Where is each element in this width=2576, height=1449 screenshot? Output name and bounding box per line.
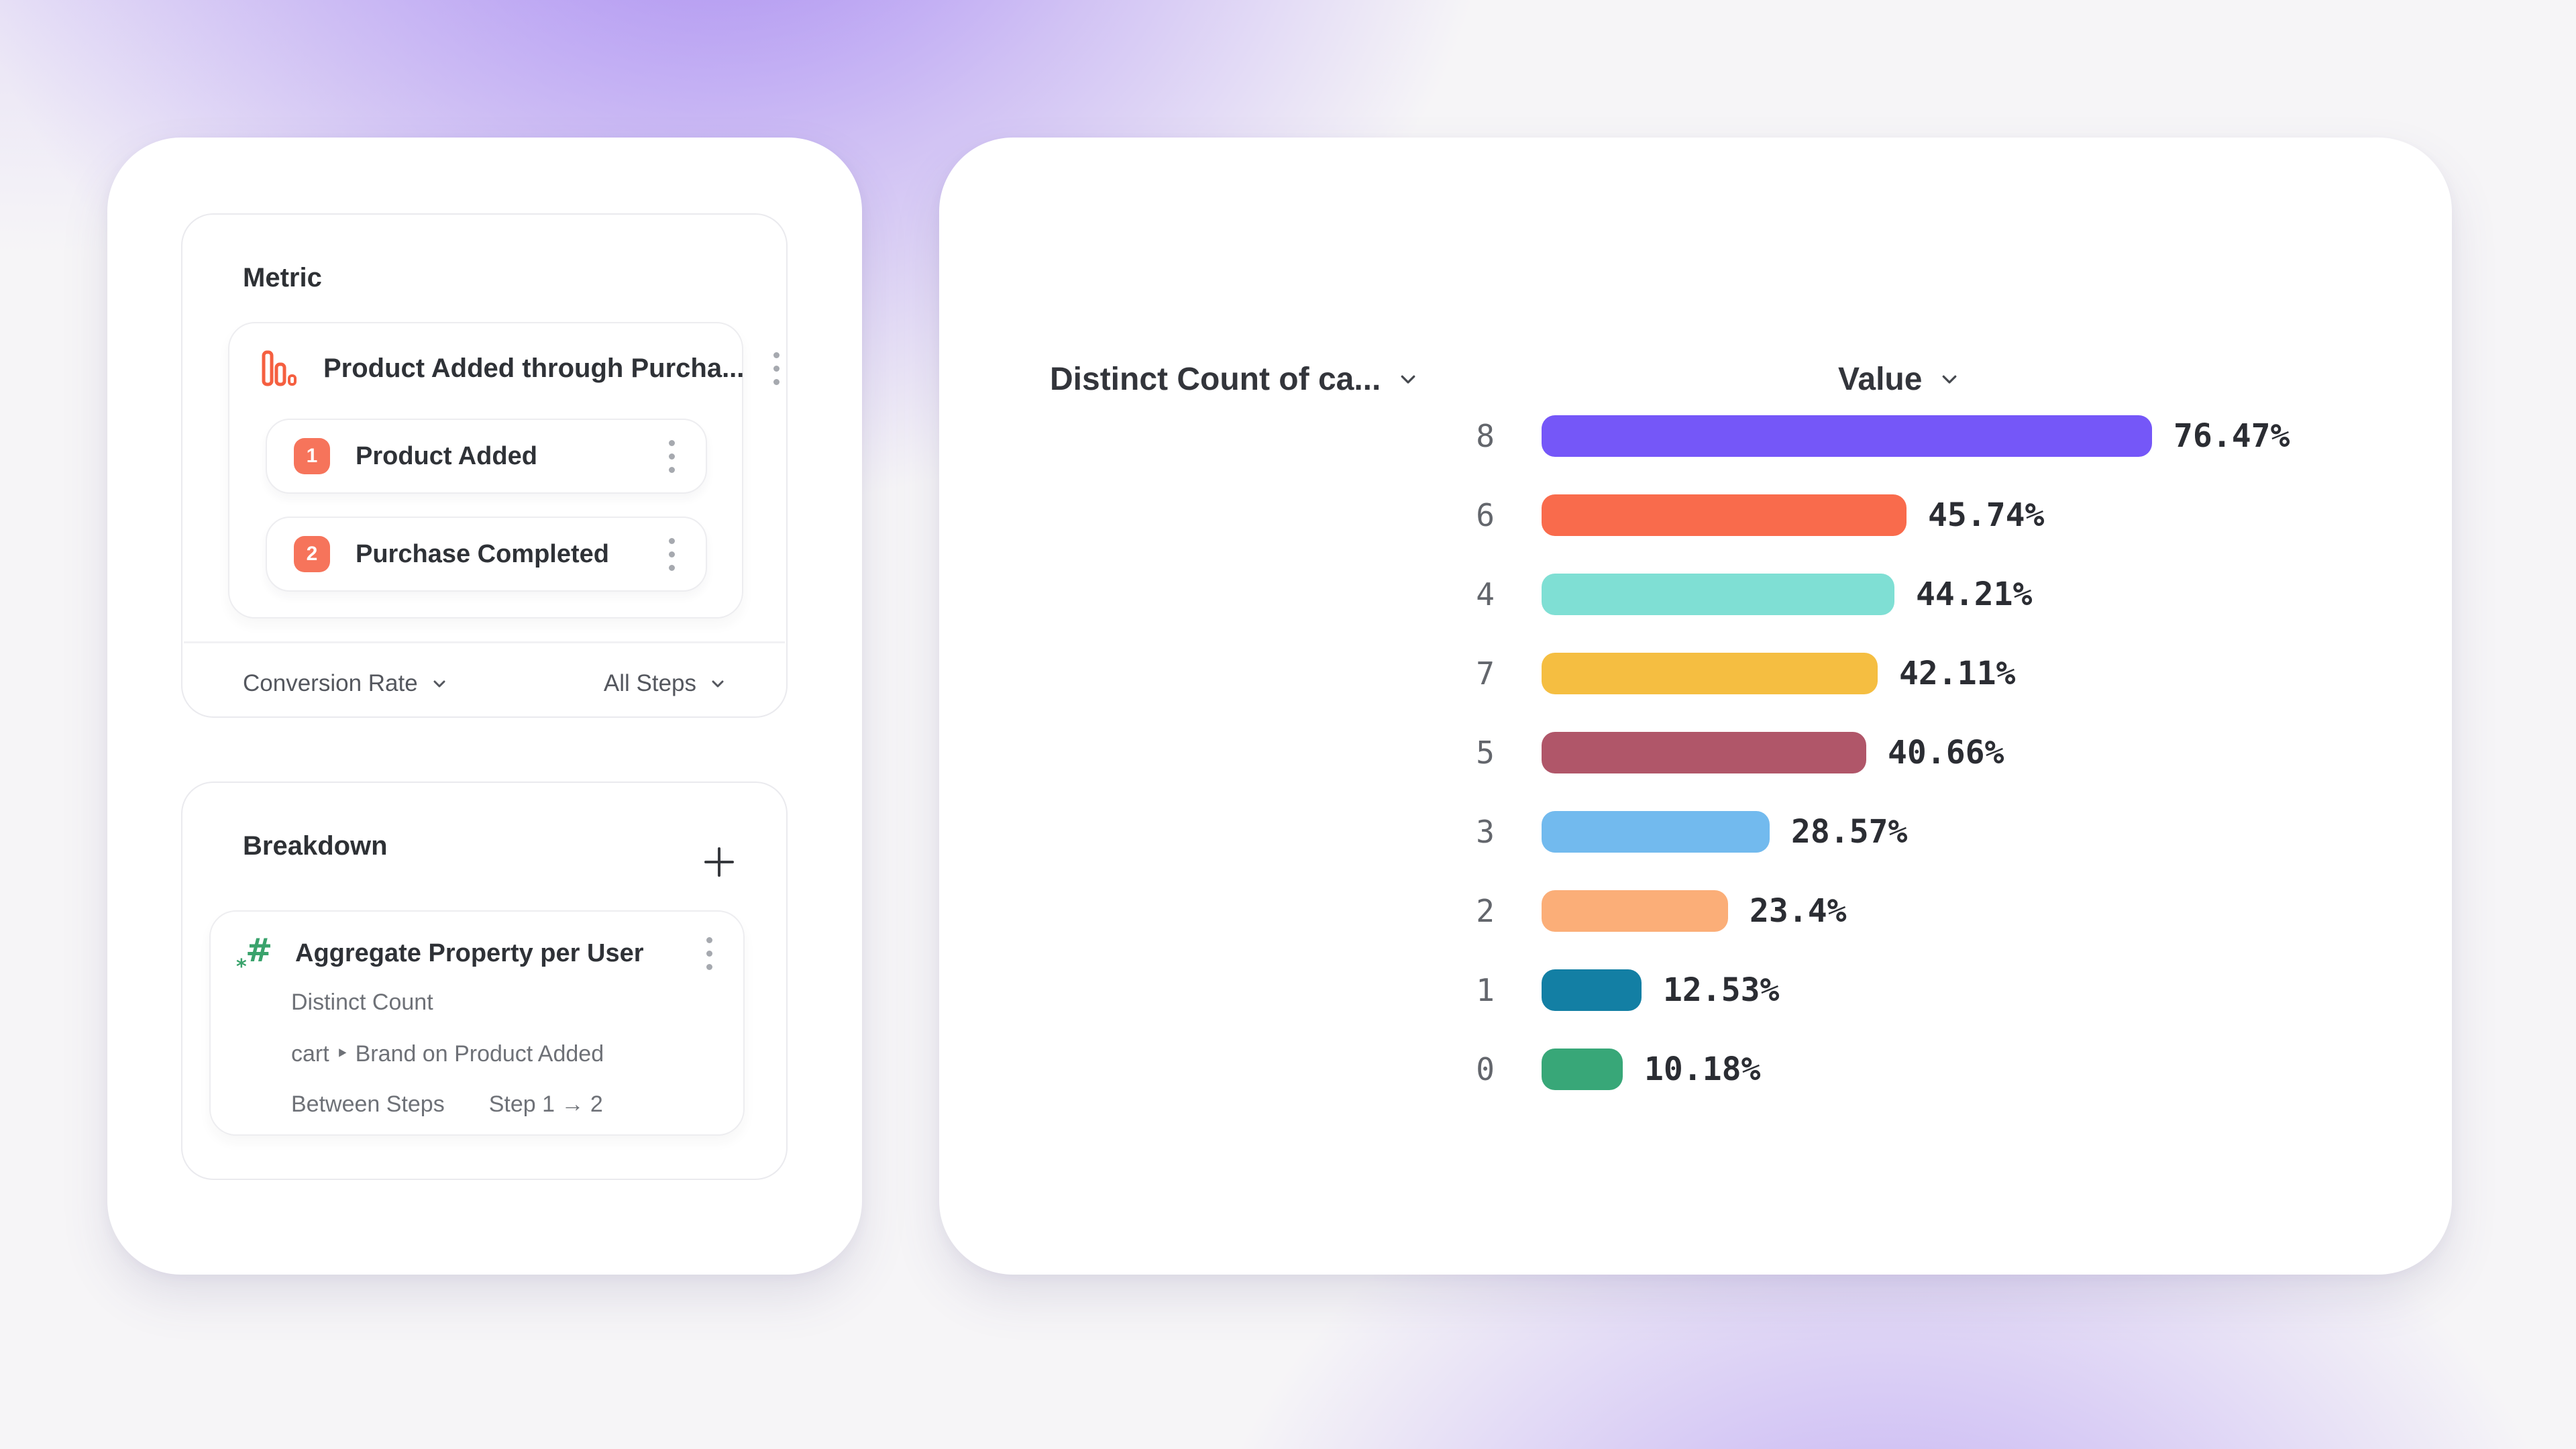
chart-row: 4 44.21% [939,555,2452,634]
value-label: 40.66% [1888,734,2004,771]
value-label: 45.74% [1928,496,2045,534]
chevron-down-icon [431,676,447,692]
chart-row: 8 76.47% [939,396,2452,476]
metric-panel-title: Metric [243,263,322,292]
value-label: 23.4% [1750,892,1847,930]
value-label: 28.57% [1791,813,1908,851]
metric-footer: Conversion Rate All Steps [243,657,726,710]
chart-card: Distinct Count of ca... Value 8 76.47% 6 45… [939,138,2452,1275]
category-label: 1 [1476,972,1495,1008]
chart-row: 6 45.74% [939,476,2452,555]
category-label: 5 [1476,735,1495,771]
chevron-down-icon [1398,369,1418,389]
conversion-rate-dropdown[interactable]: Conversion Rate [243,670,447,697]
breakdown-property: cart ‣ Brand on Product Added [291,1041,604,1067]
value-bar[interactable] [1542,811,1770,853]
chart-row: 3 28.57% [939,792,2452,871]
conversion-rate-label: Conversion Rate [243,670,418,696]
value-column-label: Value [1838,361,1923,397]
breakdown-aggregation: Distinct Count [291,989,433,1015]
category-label: 6 [1476,497,1495,533]
category-label: 7 [1476,655,1495,692]
value-bar[interactable] [1542,969,1642,1011]
metric-footer-divider [184,641,785,643]
value-column-header[interactable]: Value [1838,359,1960,399]
step-1-badge: 1 [294,438,330,474]
value-bar[interactable] [1542,890,1728,932]
chart-row: 5 40.66% [939,713,2452,792]
step-2-label: Purchase Completed [356,539,609,568]
chart-rows: 8 76.47% 6 45.74% 4 44.21% 7 42.11% 5 40.66% 3 28.5… [939,396,2452,1109]
step-1-label: Product Added [356,441,537,470]
category-label: 8 [1476,418,1495,454]
chart-row: 2 23.4% [939,871,2452,951]
kebab-icon[interactable] [769,348,784,389]
category-column-header[interactable]: Distinct Count of ca... [1050,359,1418,399]
category-label: 2 [1476,893,1495,929]
category-label: 3 [1476,814,1495,850]
all-steps-dropdown[interactable]: All Steps [604,670,726,697]
breakdown-panel: Breakdown # * Aggregate Property per Use… [181,782,788,1180]
value-label: 12.53% [1663,971,1780,1009]
category-label: 0 [1476,1051,1495,1087]
value-bar[interactable] [1542,653,1878,694]
value-label: 44.21% [1916,576,2033,613]
between-steps-value: Step 1 → 2 [488,1091,603,1117]
query-builder-card: Metric Product Added through Purcha... 1 [107,138,862,1275]
category-column-label: Distinct Count of ca... [1050,361,1381,397]
breakdown-panel-title: Breakdown [243,831,388,861]
funnel-metric-name: Product Added through Purcha... [323,353,745,383]
value-bar[interactable] [1542,732,1866,773]
step-2-badge: 2 [294,536,330,572]
chart-row: 7 42.11% [939,634,2452,713]
funnel-metric-card[interactable]: Product Added through Purcha... 1 Produc… [228,322,780,619]
kebab-icon[interactable] [665,534,679,575]
value-bar[interactable] [1542,415,2152,457]
kebab-icon[interactable] [665,436,679,477]
bar-chart-icon [262,350,298,386]
all-steps-label: All Steps [603,670,696,696]
value-bar[interactable] [1542,1049,1623,1090]
breakdown-item-card[interactable]: # * Aggregate Property per User Distinct… [209,910,745,1136]
funnel-metric-header: Product Added through Purcha... [262,349,780,388]
plus-icon[interactable] [698,841,741,883]
value-label: 42.11% [1899,655,2016,692]
chevron-down-icon [710,676,726,692]
value-bar[interactable] [1542,494,1907,536]
value-label: 10.18% [1644,1051,1761,1088]
chevron-down-icon [1939,369,1960,389]
breakdown-item-header: # * Aggregate Property per User [236,932,716,979]
chart-row: 1 12.53% [939,951,2452,1030]
breakdown-between-steps: Between Steps Step 1 → 2 [291,1091,603,1118]
value-bar[interactable] [1542,574,1894,615]
category-label: 4 [1476,576,1495,612]
chart-row: 0 10.18% [939,1030,2452,1109]
funnel-step-1[interactable]: 1 Product Added [266,419,707,494]
hash-asterisk-icon: # * [236,932,273,979]
kebab-icon[interactable] [702,933,716,974]
between-steps-label: Between Steps [291,1091,445,1117]
breakdown-item-name: Aggregate Property per User [295,938,644,967]
value-label: 76.47% [2174,417,2290,455]
funnel-step-2[interactable]: 2 Purchase Completed [266,517,707,592]
metric-panel: Metric Product Added through Purcha... 1 [181,213,788,718]
